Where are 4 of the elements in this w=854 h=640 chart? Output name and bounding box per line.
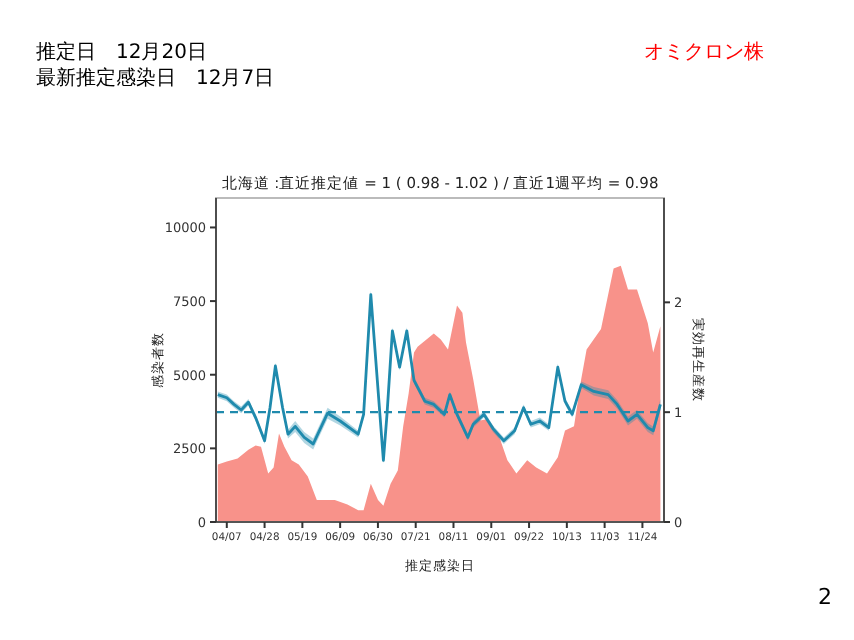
text: 2 [818,584,832,610]
text: オミクロン株 [644,40,764,64]
text: 推定日 12月20日 [36,40,207,64]
text: 最新推定感染日 12月7日 [36,66,275,90]
